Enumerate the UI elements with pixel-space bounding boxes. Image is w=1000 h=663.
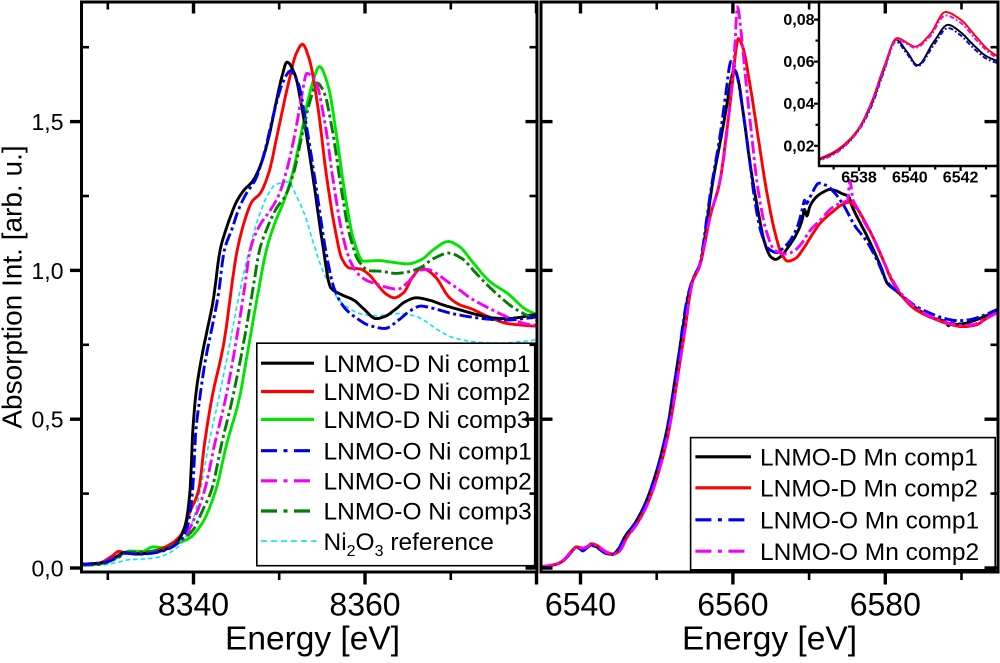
svg-text:LNMO-D Ni comp1: LNMO-D Ni comp1 <box>324 351 531 378</box>
svg-text:LNMO-D Ni comp3: LNMO-D Ni comp3 <box>324 407 531 434</box>
svg-text:1,5: 1,5 <box>32 109 64 135</box>
svg-text:6540: 6540 <box>892 170 928 187</box>
svg-text:0,08: 0,08 <box>783 12 814 29</box>
svg-text:0,0: 0,0 <box>32 556 64 582</box>
svg-text:6540: 6540 <box>545 587 616 623</box>
svg-text:0,02: 0,02 <box>783 138 814 155</box>
svg-text:LNMO-O Ni comp1: LNMO-O Ni comp1 <box>324 438 532 465</box>
svg-text:6538: 6538 <box>841 170 877 187</box>
svg-text:0,06: 0,06 <box>783 54 814 71</box>
svg-text:8360: 8360 <box>329 587 400 623</box>
svg-text:8340: 8340 <box>158 587 229 623</box>
svg-text:6580: 6580 <box>850 587 921 623</box>
svg-text:6542: 6542 <box>943 170 979 187</box>
svg-text:Absorption Int. [arb. u.]: Absorption Int. [arb. u.] <box>0 145 28 428</box>
svg-text:LNMO-D Mn comp1: LNMO-D Mn comp1 <box>760 445 978 472</box>
svg-text:LNMO-D Ni comp2: LNMO-D Ni comp2 <box>324 379 531 406</box>
svg-text:0,5: 0,5 <box>32 407 64 433</box>
svg-text:LNMO-O Ni comp2: LNMO-O Ni comp2 <box>324 469 532 496</box>
svg-text:LNMO-O Mn comp2: LNMO-O Mn comp2 <box>760 539 979 566</box>
svg-text:6560: 6560 <box>697 587 768 623</box>
svg-text:Ni2O3 reference: Ni2O3 reference <box>324 529 494 560</box>
svg-text:0,04: 0,04 <box>783 96 814 113</box>
svg-text:LNMO-O Mn comp1: LNMO-O Mn comp1 <box>760 508 979 535</box>
svg-text:LNMO-D Mn comp2: LNMO-D Mn comp2 <box>760 476 978 503</box>
svg-text:LNMO-O Ni comp3: LNMO-O Ni comp3 <box>324 499 532 526</box>
svg-text:Energy [eV]: Energy [eV] <box>225 621 400 658</box>
svg-text:Energy [eV]: Energy [eV] <box>682 621 857 658</box>
svg-text:1,0: 1,0 <box>32 258 64 284</box>
